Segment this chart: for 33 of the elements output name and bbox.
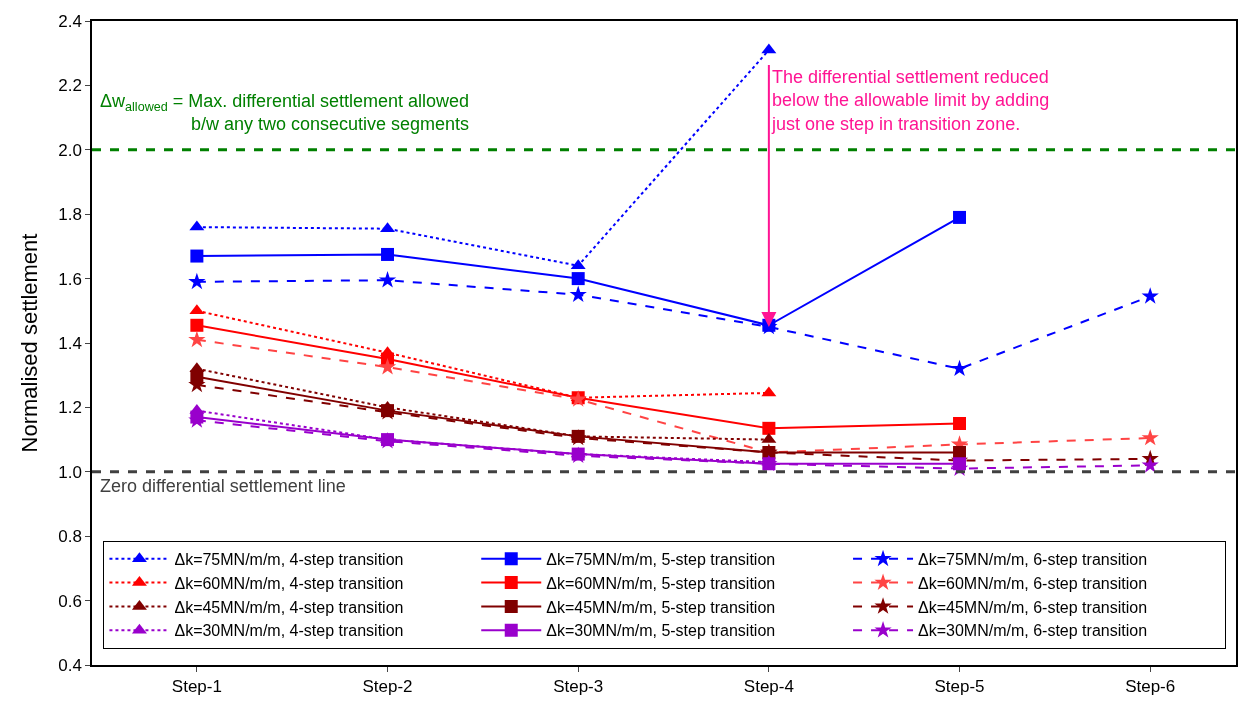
annotation: The differential settlement reduced below the allowable limit by adding just one step in transition zone.	[771, 67, 1050, 134]
ref-line-label: Zero differential settlement line	[100, 476, 346, 496]
legend-label: Δk=45MN/m/m, 6-step transition	[918, 598, 1148, 616]
x-tick-label: Step-6	[1125, 677, 1176, 697]
ref-line-label: Δw$_{allowed}$ = Max. differential settlement allowed b/w any two consecutive segments	[100, 91, 470, 135]
legend-label: Δk=60MN/m/m, 6-step transition	[918, 574, 1148, 592]
y-tick-label: 0.8	[58, 527, 82, 547]
legend-label: Δk=75MN/m/m, 4-step transition	[174, 551, 404, 569]
y-tick-label: 1.4	[58, 333, 82, 353]
legend-label: Δk=75MN/m/m, 5-step transition	[546, 551, 776, 569]
legend-label: Δk=75MN/m/m, 6-step transition	[918, 551, 1148, 569]
legend-label: Δk=45MN/m/m, 5-step transition	[546, 598, 776, 616]
y-tick-label: 1.0	[58, 462, 82, 482]
legend-label: Δk=30MN/m/m, 4-step transition	[174, 622, 404, 640]
legend-label: Δk=60MN/m/m, 5-step transition	[546, 574, 776, 592]
legend-label: Δk=60MN/m/m, 4-step transition	[174, 574, 404, 592]
y-tick-label: 1.8	[58, 205, 82, 225]
y-tick-label: 2.2	[58, 76, 82, 96]
legend-label: Δk=30MN/m/m, 6-step transition	[918, 622, 1148, 640]
y-tick-label: 1.2	[58, 398, 82, 418]
legend-label: Δk=30MN/m/m, 5-step transition	[546, 622, 776, 640]
x-tick-label: Step-1	[171, 677, 222, 697]
y-tick-label: 0.6	[58, 591, 82, 611]
y-tick-label: 1.6	[58, 269, 82, 289]
y-axis-title: Normalised settlement	[16, 233, 42, 453]
y-tick-label: 2.4	[58, 11, 82, 31]
x-tick-label: Step-5	[934, 677, 985, 697]
y-tick-label: 0.4	[58, 655, 82, 675]
x-tick-label: Step-2	[362, 677, 413, 697]
x-tick-label: Step-4	[743, 677, 794, 697]
x-tick-label: Step-3	[553, 677, 604, 697]
y-tick-label: 2.0	[58, 140, 82, 160]
legend-label: Δk=45MN/m/m, 4-step transition	[174, 598, 404, 616]
